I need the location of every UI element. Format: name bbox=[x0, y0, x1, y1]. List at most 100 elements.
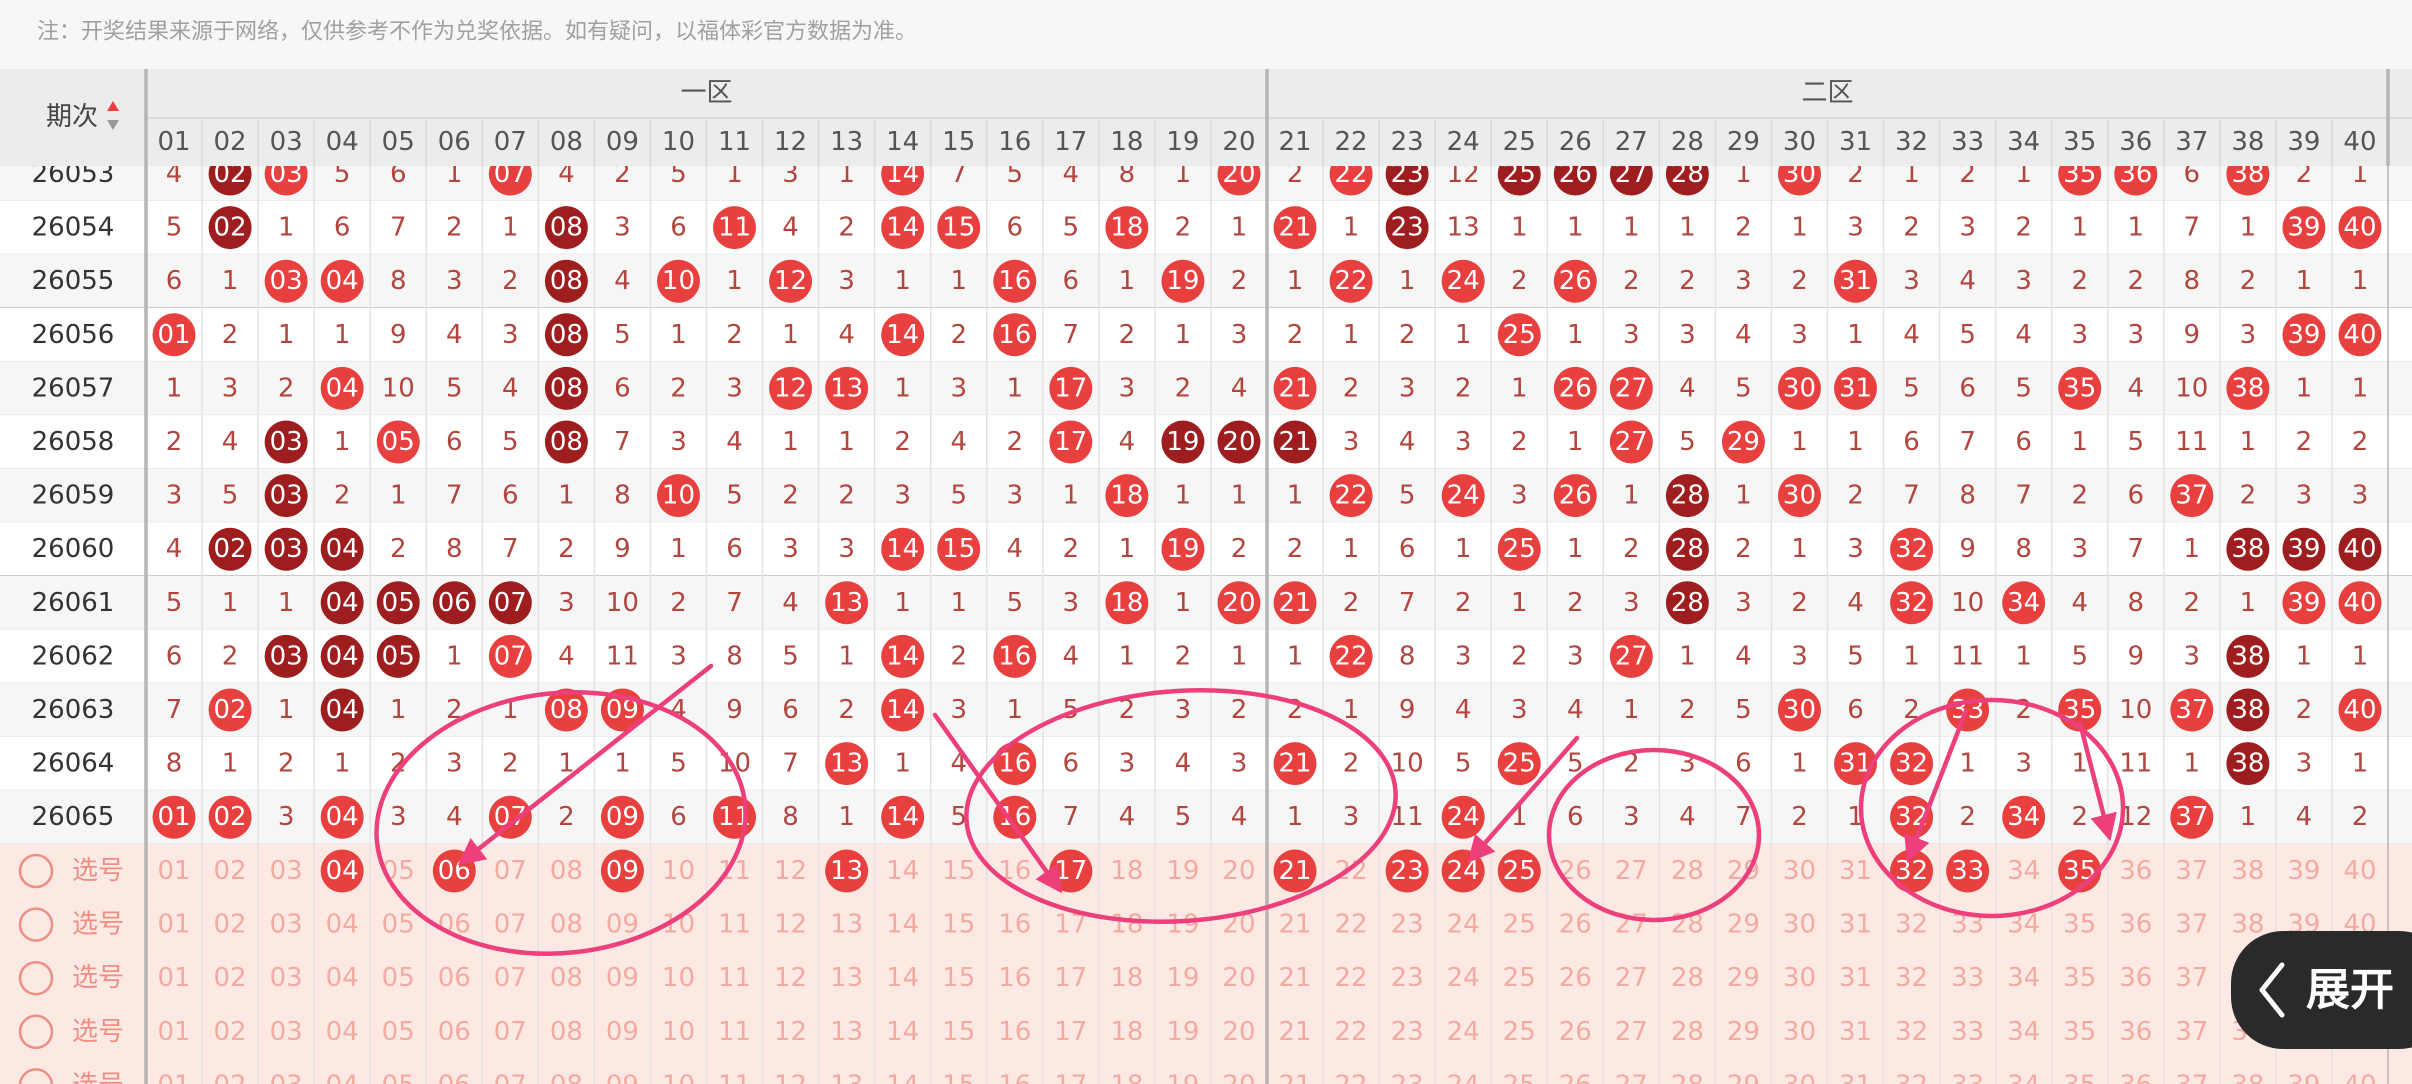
pick-number[interactable]: 07 bbox=[494, 1017, 527, 1047]
pick-number[interactable]: 06 bbox=[438, 1070, 471, 1084]
pick-number[interactable]: 09 bbox=[606, 963, 639, 993]
pick-number[interactable]: 29 bbox=[1727, 1017, 1760, 1047]
pick-number[interactable]: 29 bbox=[1727, 963, 1760, 993]
pick-number[interactable]: 02 bbox=[214, 963, 247, 993]
pick-number[interactable]: 10 bbox=[662, 856, 695, 886]
pick-number[interactable]: 32 bbox=[1895, 856, 1928, 886]
pick-ball[interactable] bbox=[600, 849, 644, 893]
pick-number[interactable]: 08 bbox=[550, 963, 583, 993]
pick-number[interactable]: 24 bbox=[1447, 910, 1480, 940]
expand-button[interactable]: 展开 bbox=[2231, 931, 2412, 1049]
pick-number[interactable]: 10 bbox=[662, 1017, 695, 1047]
pick-number[interactable]: 18 bbox=[1110, 856, 1143, 886]
pick-number[interactable]: 09 bbox=[606, 910, 639, 940]
sort-up[interactable] bbox=[107, 101, 119, 111]
pick-number[interactable]: 17 bbox=[1054, 856, 1087, 886]
expand-button-bg[interactable] bbox=[2231, 931, 2412, 1049]
pick-number[interactable]: 20 bbox=[1222, 856, 1255, 886]
pick-radio[interactable] bbox=[18, 853, 54, 889]
pick-number[interactable]: 23 bbox=[1391, 963, 1424, 993]
pick-number[interactable]: 20 bbox=[1222, 963, 1255, 993]
pick-number[interactable]: 34 bbox=[2007, 963, 2040, 993]
pick-number[interactable]: 23 bbox=[1391, 1017, 1424, 1047]
pick-ball[interactable] bbox=[1497, 849, 1541, 893]
pick-number[interactable]: 08 bbox=[550, 1070, 583, 1084]
pick-number[interactable]: 18 bbox=[1110, 1017, 1143, 1047]
pick-number[interactable]: 02 bbox=[214, 910, 247, 940]
pick-number[interactable]: 38 bbox=[2231, 1070, 2264, 1084]
pick-number[interactable]: 36 bbox=[2119, 1017, 2152, 1047]
pick-number[interactable]: 25 bbox=[1503, 963, 1536, 993]
pick-number[interactable]: 37 bbox=[2175, 1070, 2208, 1084]
pick-number[interactable]: 09 bbox=[606, 856, 639, 886]
pick-number[interactable]: 18 bbox=[1110, 910, 1143, 940]
pick-number[interactable]: 11 bbox=[718, 1017, 751, 1047]
pick-number[interactable]: 20 bbox=[1222, 1070, 1255, 1084]
pick-number[interactable]: 19 bbox=[1166, 1070, 1199, 1084]
pick-number[interactable]: 40 bbox=[2343, 856, 2376, 886]
pick-number[interactable]: 04 bbox=[326, 856, 359, 886]
pick-number[interactable]: 33 bbox=[1951, 1017, 1984, 1047]
pick-number[interactable]: 05 bbox=[382, 910, 415, 940]
pick-number[interactable]: 30 bbox=[1783, 856, 1816, 886]
pick-number[interactable]: 08 bbox=[550, 1017, 583, 1047]
pick-number[interactable]: 03 bbox=[270, 910, 303, 940]
pick-number[interactable]: 24 bbox=[1447, 1017, 1480, 1047]
pick-number[interactable]: 21 bbox=[1278, 910, 1311, 940]
pick-number[interactable]: 05 bbox=[382, 1017, 415, 1047]
pick-number[interactable]: 18 bbox=[1110, 963, 1143, 993]
pick-number[interactable]: 26 bbox=[1559, 910, 1592, 940]
pick-number[interactable]: 17 bbox=[1054, 1070, 1087, 1084]
pick-label[interactable]: 选号 bbox=[72, 1017, 124, 1047]
pick-number[interactable]: 06 bbox=[438, 963, 471, 993]
pick-number[interactable]: 13 bbox=[830, 856, 863, 886]
pick-number[interactable]: 29 bbox=[1727, 1070, 1760, 1084]
pick-number[interactable]: 21 bbox=[1278, 856, 1311, 886]
pick-number[interactable]: 28 bbox=[1671, 963, 1704, 993]
pick-number[interactable]: 05 bbox=[382, 963, 415, 993]
pick-number[interactable]: 14 bbox=[886, 856, 919, 886]
pick-number[interactable]: 03 bbox=[270, 963, 303, 993]
pick-number[interactable]: 12 bbox=[774, 910, 807, 940]
pick-number[interactable]: 27 bbox=[1615, 963, 1648, 993]
pick-number[interactable]: 15 bbox=[942, 963, 975, 993]
pick-number[interactable]: 14 bbox=[886, 1070, 919, 1084]
pick-number[interactable]: 25 bbox=[1503, 1070, 1536, 1084]
pick-number[interactable]: 14 bbox=[886, 910, 919, 940]
pick-number[interactable]: 32 bbox=[1895, 1070, 1928, 1084]
pick-number[interactable]: 40 bbox=[2343, 1070, 2376, 1084]
pick-number[interactable]: 16 bbox=[998, 1070, 1031, 1084]
pick-ball[interactable] bbox=[1273, 849, 1317, 893]
pick-number[interactable]: 21 bbox=[1278, 963, 1311, 993]
pick-number[interactable]: 21 bbox=[1278, 1017, 1311, 1047]
pick-number[interactable]: 04 bbox=[326, 1017, 359, 1047]
pick-number[interactable]: 37 bbox=[2175, 1017, 2208, 1047]
pick-number[interactable]: 30 bbox=[1783, 1070, 1816, 1084]
pick-number[interactable]: 14 bbox=[886, 963, 919, 993]
pick-number[interactable]: 36 bbox=[2119, 1070, 2152, 1084]
pick-number[interactable]: 03 bbox=[270, 1017, 303, 1047]
pick-number[interactable]: 18 bbox=[1110, 1070, 1143, 1084]
pick-number[interactable]: 28 bbox=[1671, 1070, 1704, 1084]
pick-number[interactable]: 34 bbox=[2007, 1070, 2040, 1084]
pick-number[interactable]: 07 bbox=[494, 910, 527, 940]
pick-number[interactable]: 16 bbox=[998, 1017, 1031, 1047]
pick-number[interactable]: 16 bbox=[998, 963, 1031, 993]
pick-number[interactable]: 12 bbox=[774, 1017, 807, 1047]
expand-icon[interactable] bbox=[2259, 962, 2285, 1018]
pick-number[interactable]: 19 bbox=[1166, 910, 1199, 940]
pick-number[interactable]: 12 bbox=[774, 963, 807, 993]
pick-number[interactable]: 04 bbox=[326, 1070, 359, 1084]
pick-number[interactable]: 01 bbox=[157, 963, 190, 993]
pick-number[interactable]: 07 bbox=[494, 1070, 527, 1084]
pick-number[interactable]: 13 bbox=[830, 910, 863, 940]
pick-number[interactable]: 02 bbox=[214, 1017, 247, 1047]
pick-number[interactable]: 27 bbox=[1615, 1070, 1648, 1084]
pick-number[interactable]: 32 bbox=[1895, 1017, 1928, 1047]
pick-number[interactable]: 26 bbox=[1559, 1017, 1592, 1047]
pick-number[interactable]: 25 bbox=[1503, 856, 1536, 886]
pick-number[interactable]: 09 bbox=[606, 1070, 639, 1084]
pick-number[interactable]: 38 bbox=[2231, 910, 2264, 940]
pick-number[interactable]: 12 bbox=[774, 856, 807, 886]
pick-number[interactable]: 24 bbox=[1447, 1070, 1480, 1084]
